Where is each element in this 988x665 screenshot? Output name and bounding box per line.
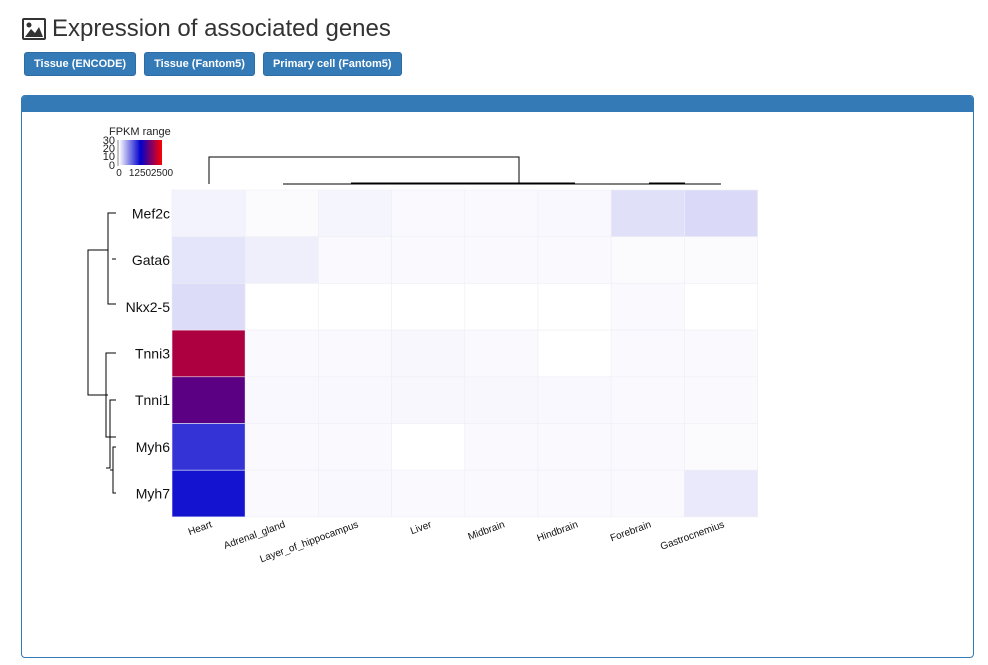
page-header: Expression of associated genes [22,14,391,44]
panel-heading [22,96,973,112]
tissue-encode-button[interactable]: Tissue (ENCODE) [24,52,137,76]
image-icon [22,18,46,40]
primary-cell-fantom5-button[interactable]: Primary cell (Fantom5) [262,52,402,76]
heatmap-panel [21,95,974,658]
page-title: Expression of associated genes [52,15,391,42]
dataset-button-group: Tissue (ENCODE) Tissue (Fantom5) Primary… [24,52,402,76]
tissue-fantom5-button[interactable]: Tissue (Fantom5) [144,52,255,76]
